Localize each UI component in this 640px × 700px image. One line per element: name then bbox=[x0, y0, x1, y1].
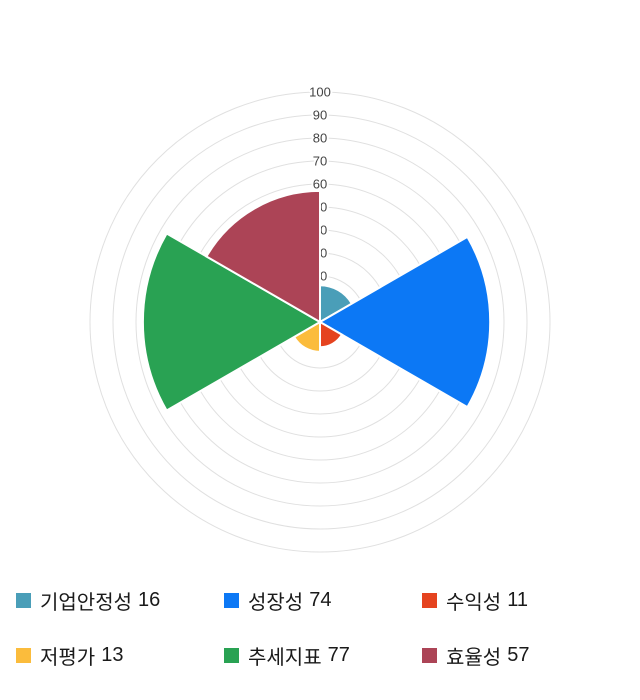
legend-value: 74 bbox=[309, 588, 332, 611]
sector-성장성[interactable] bbox=[317, 235, 492, 409]
radial-tick-label: 80 bbox=[313, 131, 327, 146]
legend-swatch-undervaluation-icon bbox=[16, 647, 31, 663]
legend-item-profitability[interactable]: 수익성 11 bbox=[422, 588, 626, 614]
legend-swatch-company-stability-icon bbox=[16, 592, 31, 608]
legend-item-company-stability[interactable]: 기업안정성 16 bbox=[16, 588, 224, 614]
sector-추세지표[interactable] bbox=[141, 232, 322, 412]
radial-gridline bbox=[135, 137, 505, 507]
legend-value: 11 bbox=[507, 588, 528, 611]
radial-tick-label: 90 bbox=[313, 108, 327, 123]
legend-item-undervaluation[interactable]: 저평가 13 bbox=[16, 643, 224, 669]
polar-area-chart: 0102030405060708090100 bbox=[89, 83, 551, 553]
legend-value: 57 bbox=[507, 643, 530, 666]
legend-value: 16 bbox=[138, 588, 161, 611]
legend-swatch-efficiency-icon bbox=[422, 647, 437, 663]
polar-area-chart-svg: 0102030405060708090100 bbox=[89, 83, 551, 553]
legend-label: 성장성 bbox=[248, 591, 304, 614]
radial-tick-label: 60 bbox=[313, 177, 327, 192]
legend-label: 추세지표 bbox=[248, 646, 322, 669]
sector-효율성[interactable] bbox=[205, 189, 321, 324]
legend-swatch-growth-icon bbox=[224, 592, 239, 608]
radial-tick-label: 100 bbox=[309, 85, 331, 100]
legend-value: 77 bbox=[327, 643, 350, 666]
legend-label: 효율성 bbox=[446, 646, 502, 669]
legend-swatch-profitability-icon bbox=[422, 592, 437, 608]
legend-label: 저평가 bbox=[40, 646, 96, 669]
legend-label: 수익성 bbox=[446, 591, 502, 614]
radial-gridline bbox=[112, 114, 528, 530]
legend-value: 13 bbox=[101, 643, 124, 666]
legend-item-growth[interactable]: 성장성 74 bbox=[224, 588, 422, 614]
legend-item-efficiency[interactable]: 효율성 57 bbox=[422, 643, 626, 669]
legend-swatch-trend-indicator-icon bbox=[224, 647, 239, 663]
legend-item-trend-indicator[interactable]: 추세지표 77 bbox=[224, 643, 422, 669]
radial-tick-label: 70 bbox=[313, 154, 327, 169]
legend-label: 기업안정성 bbox=[40, 591, 132, 614]
chart-legend: 기업안정성 16 성장성 74 수익성 11 저평가 13 추세지표 77 효율… bbox=[16, 588, 626, 669]
radial-gridline bbox=[89, 91, 551, 553]
